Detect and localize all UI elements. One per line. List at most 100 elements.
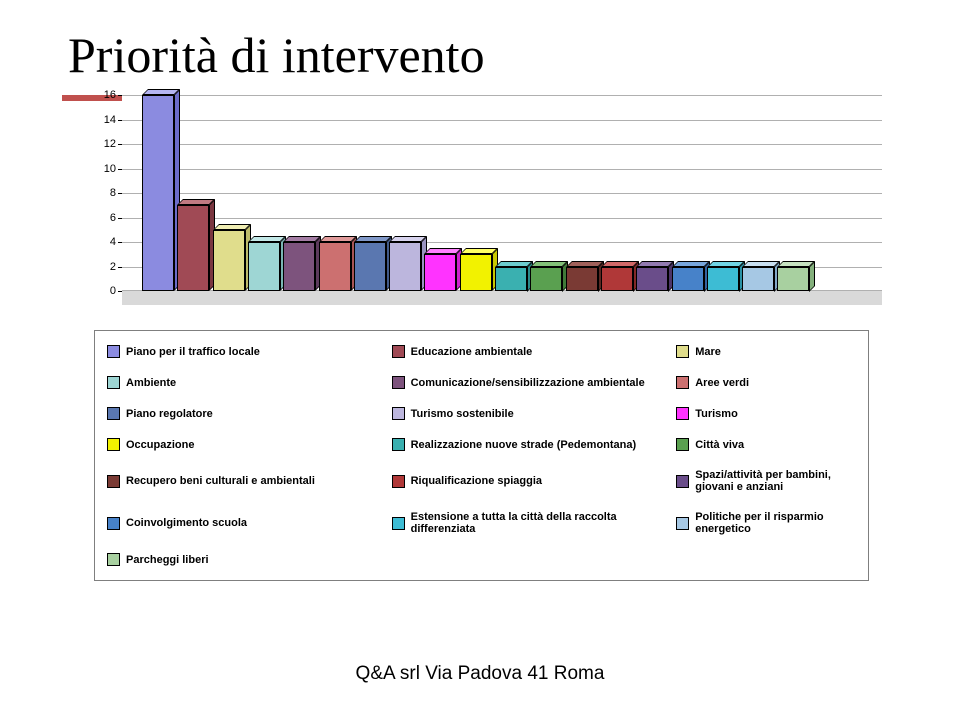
legend-item: Spazi/attività per bambini, giovani e an… bbox=[676, 469, 856, 493]
legend-item: Recupero beni culturali e ambientali bbox=[107, 469, 392, 493]
ytick-label: 12 bbox=[86, 138, 116, 150]
legend-swatch bbox=[107, 553, 120, 566]
ytick-label: 8 bbox=[86, 187, 116, 199]
legend-item: Piano per il traffico locale bbox=[107, 345, 392, 358]
bar bbox=[777, 261, 815, 292]
legend-label: Spazi/attività per bambini, giovani e an… bbox=[695, 469, 856, 493]
legend-swatch bbox=[676, 376, 689, 389]
ytick-mark bbox=[118, 218, 122, 219]
ytick-label: 4 bbox=[86, 236, 116, 248]
bar bbox=[495, 261, 533, 292]
gridline bbox=[122, 193, 882, 194]
legend-row: Parcheggi liberi bbox=[107, 553, 856, 566]
legend-label: Piano regolatore bbox=[126, 408, 213, 420]
legend-item: Turismo bbox=[676, 407, 856, 420]
gridline bbox=[122, 95, 882, 96]
bar bbox=[460, 248, 498, 291]
ytick-label: 6 bbox=[86, 212, 116, 224]
bar bbox=[177, 199, 215, 291]
legend-item bbox=[676, 553, 856, 566]
bar-front bbox=[389, 242, 421, 291]
ytick-mark bbox=[118, 267, 122, 268]
ytick-mark bbox=[118, 169, 122, 170]
bar bbox=[319, 236, 357, 291]
legend-item: Parcheggi liberi bbox=[107, 553, 392, 566]
gridline bbox=[122, 144, 882, 145]
bar bbox=[248, 236, 286, 291]
legend-item: Aree verdi bbox=[676, 376, 856, 389]
bar-front bbox=[777, 267, 809, 292]
legend-label: Aree verdi bbox=[695, 377, 749, 389]
legend-item: Comunicazione/sensibilizzazione ambienta… bbox=[392, 376, 677, 389]
legend-item: Mare bbox=[676, 345, 856, 358]
bar bbox=[636, 261, 674, 292]
bar bbox=[213, 224, 251, 291]
gridline bbox=[122, 120, 882, 121]
page-title: Priorità di intervento bbox=[68, 26, 485, 84]
legend-swatch bbox=[107, 517, 120, 530]
legend-row: Ambiente Comunicazione/sensibilizzazione … bbox=[107, 376, 856, 389]
bar-front bbox=[672, 267, 704, 292]
bar-side bbox=[809, 261, 815, 292]
ytick-mark bbox=[118, 193, 122, 194]
ytick-label: 2 bbox=[86, 261, 116, 273]
legend-row: Piano regolatore Turismo sostenibile Turis… bbox=[107, 407, 856, 420]
legend-label: Estensione a tutta la città della raccol… bbox=[411, 511, 677, 535]
legend-item: Coinvolgimento scuola bbox=[107, 511, 392, 535]
bar-front bbox=[142, 95, 174, 291]
legend-row: Coinvolgimento scuola Estensione a tutta … bbox=[107, 511, 856, 535]
ytick-mark bbox=[118, 242, 122, 243]
ytick-mark bbox=[118, 95, 122, 96]
legend-label: Parcheggi liberi bbox=[126, 554, 209, 566]
bar-front bbox=[495, 267, 527, 292]
footer-text: Q&A srl Via Padova 41 Roma bbox=[0, 663, 960, 685]
bar-front bbox=[460, 254, 492, 291]
legend-swatch bbox=[392, 376, 405, 389]
bar-front bbox=[530, 267, 562, 292]
ytick-label: 16 bbox=[86, 89, 116, 101]
legend-label: Turismo bbox=[695, 408, 738, 420]
legend-swatch bbox=[107, 407, 120, 420]
legend-item: Turismo sostenibile bbox=[392, 407, 677, 420]
legend-swatch bbox=[392, 407, 405, 420]
legend-label: Ambiente bbox=[126, 377, 176, 389]
bar-front bbox=[177, 205, 209, 291]
page: Priorità di intervento 0246810121416 Pia… bbox=[0, 0, 960, 719]
legend: Piano per il traffico locale Educazione a… bbox=[94, 330, 869, 581]
bar-chart: 0246810121416 bbox=[122, 95, 882, 305]
bar-front bbox=[354, 242, 386, 291]
bar-front bbox=[566, 267, 598, 292]
bar bbox=[742, 261, 780, 292]
ytick-label: 14 bbox=[86, 114, 116, 126]
bar bbox=[601, 261, 639, 292]
legend-label: Turismo sostenibile bbox=[411, 408, 514, 420]
legend-label: Educazione ambientale bbox=[411, 346, 533, 358]
legend-label: Comunicazione/sensibilizzazione ambienta… bbox=[411, 377, 645, 389]
legend-item: Occupazione bbox=[107, 438, 392, 451]
bar bbox=[354, 236, 392, 291]
legend-label: Politiche per il risparmio energetico bbox=[695, 511, 856, 535]
bar-front bbox=[213, 230, 245, 291]
legend-label: Realizzazione nuove strade (Pedemontana) bbox=[411, 439, 637, 451]
legend-label: Coinvolgimento scuola bbox=[126, 517, 247, 529]
ytick-label: 0 bbox=[86, 285, 116, 297]
legend-item: Città viva bbox=[676, 438, 856, 451]
legend-swatch bbox=[392, 475, 405, 488]
legend-swatch bbox=[107, 376, 120, 389]
legend-label: Occupazione bbox=[126, 439, 194, 451]
bar-front bbox=[636, 267, 668, 292]
legend-swatch bbox=[107, 345, 120, 358]
legend-item: Ambiente bbox=[107, 376, 392, 389]
bar bbox=[424, 248, 462, 291]
legend-item: Politiche per il risparmio energetico bbox=[676, 511, 856, 535]
gridline bbox=[122, 218, 882, 219]
bar bbox=[142, 89, 180, 291]
legend-item: Realizzazione nuove strade (Pedemontana) bbox=[392, 438, 677, 451]
bar-front bbox=[707, 267, 739, 292]
bar-front bbox=[319, 242, 351, 291]
legend-label: Recupero beni culturali e ambientali bbox=[126, 475, 315, 487]
legend-swatch bbox=[392, 438, 405, 451]
bar-front bbox=[424, 254, 456, 291]
bar bbox=[566, 261, 604, 292]
bar bbox=[283, 236, 321, 291]
